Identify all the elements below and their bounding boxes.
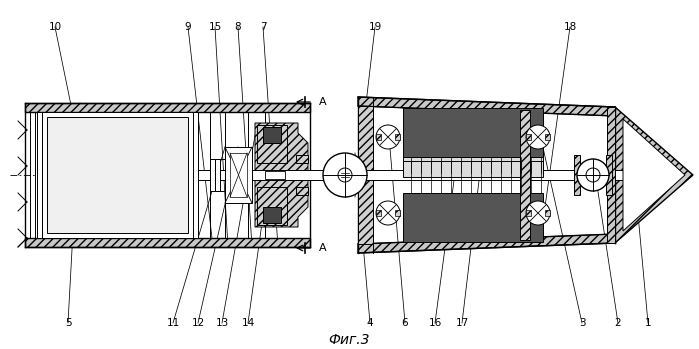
Text: 14: 14 [241,318,254,328]
Polygon shape [615,107,693,243]
Bar [520,110,530,240]
Text: Фиг.3: Фиг.3 [329,333,370,347]
Bar [47,117,188,233]
Circle shape [526,201,550,225]
Bar [198,170,380,180]
Bar [358,170,625,180]
Text: 2: 2 [614,318,621,328]
Bar [263,127,281,143]
Circle shape [577,159,609,191]
Circle shape [586,168,600,182]
Bar [403,193,543,242]
Text: A: A [319,243,327,253]
Circle shape [323,153,367,197]
Bar [403,161,543,177]
Text: 15: 15 [208,22,222,32]
Text: 1: 1 [644,318,651,328]
Text: 11: 11 [166,318,180,328]
Bar [215,159,220,191]
Bar [210,159,215,191]
Text: 3: 3 [579,318,585,328]
Text: A: A [319,97,327,107]
Bar [376,134,381,140]
Bar [265,171,285,179]
Bar [606,155,612,195]
Bar [296,187,308,195]
Text: 18: 18 [563,22,577,32]
Bar [263,207,281,223]
Text: 5: 5 [65,318,71,328]
Polygon shape [255,123,308,227]
Text: 19: 19 [368,22,382,32]
Bar [25,238,310,247]
Bar [395,210,400,216]
Circle shape [526,125,550,149]
Polygon shape [358,97,615,116]
Bar [230,153,247,197]
Text: 13: 13 [215,318,229,328]
Polygon shape [358,234,615,253]
Bar [545,134,550,140]
Text: 4: 4 [367,318,373,328]
Bar [37,112,198,238]
Bar [574,155,580,195]
Circle shape [376,125,400,149]
Bar [358,106,373,244]
Text: 6: 6 [402,318,408,328]
Bar [545,210,550,216]
Circle shape [338,168,352,182]
Bar [257,125,287,163]
Text: 9: 9 [185,22,192,32]
Bar [257,187,287,225]
Text: 10: 10 [48,22,62,32]
Bar [376,210,381,216]
Text: 16: 16 [428,318,442,328]
Bar [403,108,543,157]
Text: 7: 7 [260,22,266,32]
Bar [25,103,310,112]
Text: 12: 12 [192,318,205,328]
Bar [225,147,252,203]
Bar [526,134,531,140]
Bar [296,155,308,163]
Bar [607,107,615,243]
Polygon shape [623,119,685,231]
Bar [403,157,543,173]
Bar [526,210,531,216]
Circle shape [376,201,400,225]
Bar [395,134,400,140]
Bar [42,112,198,238]
Text: 17: 17 [455,318,468,328]
Text: 8: 8 [235,22,241,32]
